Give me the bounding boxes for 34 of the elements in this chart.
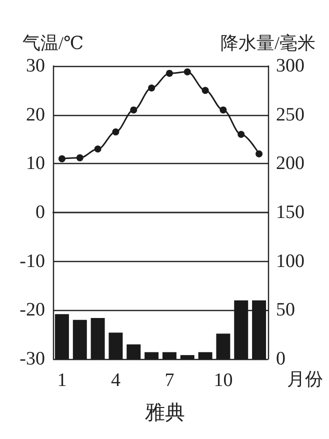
point: [130, 106, 138, 114]
y2-tick-label: 250: [276, 104, 304, 126]
x-tick-label: 7: [164, 370, 174, 391]
y2-tick-label: 100: [276, 250, 304, 272]
point: [58, 155, 66, 162]
y2-tick-label: 150: [276, 202, 304, 223]
y-tick-label: 10: [26, 153, 45, 174]
y-tick-label: 0: [36, 202, 45, 223]
point: [94, 146, 102, 153]
y-tick-label: 20: [26, 104, 45, 126]
point: [184, 68, 191, 76]
point: [76, 154, 84, 162]
x-tick-label: 10: [214, 370, 233, 391]
y-tick-label: -10: [20, 250, 45, 272]
y2-tick-label: 0: [276, 348, 286, 370]
y-axis-title: 气温/℃: [22, 33, 84, 53]
point: [256, 150, 263, 158]
y2-axis-title: 降水量/毫米: [220, 33, 316, 53]
point: [220, 106, 227, 114]
y-tick-label: -20: [20, 300, 45, 321]
point: [202, 86, 209, 94]
y2-tick-label: 300: [276, 56, 304, 76]
point: [148, 84, 156, 92]
y-tick-label: -30: [20, 348, 45, 370]
x-axis-title: 月份: [287, 369, 323, 389]
point: [238, 130, 245, 138]
y-tick-label: 30: [26, 56, 45, 76]
point: [112, 128, 120, 136]
point: [166, 70, 173, 77]
text: 雅典: [145, 402, 185, 424]
x-tick-label: 1: [57, 370, 67, 391]
y2-tick-label: 50: [276, 300, 295, 321]
x-tick-label: 4: [110, 370, 121, 391]
y2-tick-label: 200: [276, 153, 304, 174]
